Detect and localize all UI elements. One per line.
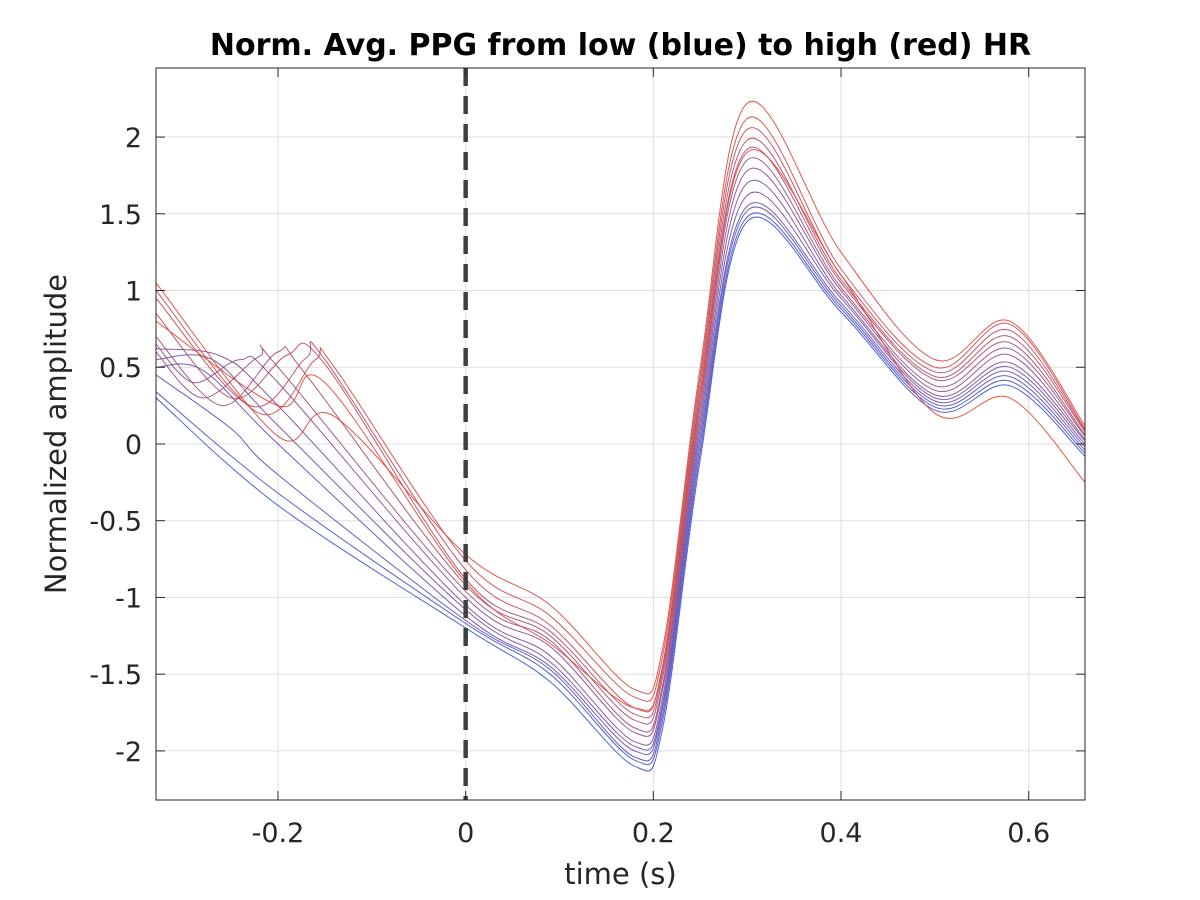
- series-line: [156, 137, 1085, 719]
- series-line: [156, 191, 1085, 751]
- y-tick-label: 2: [125, 123, 142, 154]
- y-tick-label: 0.5: [99, 353, 142, 384]
- y-axis-title: Normalized amplitude: [39, 274, 73, 594]
- x-axis-title: time (s): [564, 857, 676, 891]
- y-tick-label: 0: [125, 430, 142, 461]
- plot-frame: [155, 67, 1086, 801]
- series-line: [156, 149, 1085, 711]
- y-tick-label: -0.5: [89, 507, 142, 538]
- series-line: [156, 216, 1085, 772]
- grid: [156, 68, 1085, 800]
- x-tick-label: 0.2: [632, 818, 675, 849]
- series-line: [156, 179, 1085, 746]
- y-tick-label: -1: [115, 583, 142, 614]
- series-line: [156, 146, 1085, 725]
- y-tick-label: 1.5: [99, 200, 142, 231]
- x-tick-label: 0.4: [820, 818, 863, 849]
- series-line: [156, 212, 1085, 766]
- y-tick-label: -1.5: [89, 660, 142, 691]
- x-tick-label: 0.6: [1007, 818, 1050, 849]
- ticks: -0.2 0 0.2 0.4 0.6 -2 -1.5 -1 -0.5 0 0.5 1 1.5 2: [89, 68, 1085, 849]
- series-line: [156, 202, 1085, 755]
- chart-title: Norm. Avg. PPG from low (blue) to high (…: [210, 28, 1031, 63]
- x-tick-label: 0: [457, 818, 474, 849]
- y-tick-label: -2: [115, 737, 142, 768]
- series-line: [156, 206, 1085, 762]
- series-line: [156, 127, 1085, 713]
- series-line: [156, 167, 1085, 737]
- series-line: [156, 157, 1085, 733]
- x-tick-label: -0.2: [252, 818, 305, 849]
- series-line: [156, 116, 1085, 702]
- series-group: [156, 100, 1085, 772]
- y-tick-label: 1: [125, 277, 142, 308]
- series-line: [156, 100, 1085, 695]
